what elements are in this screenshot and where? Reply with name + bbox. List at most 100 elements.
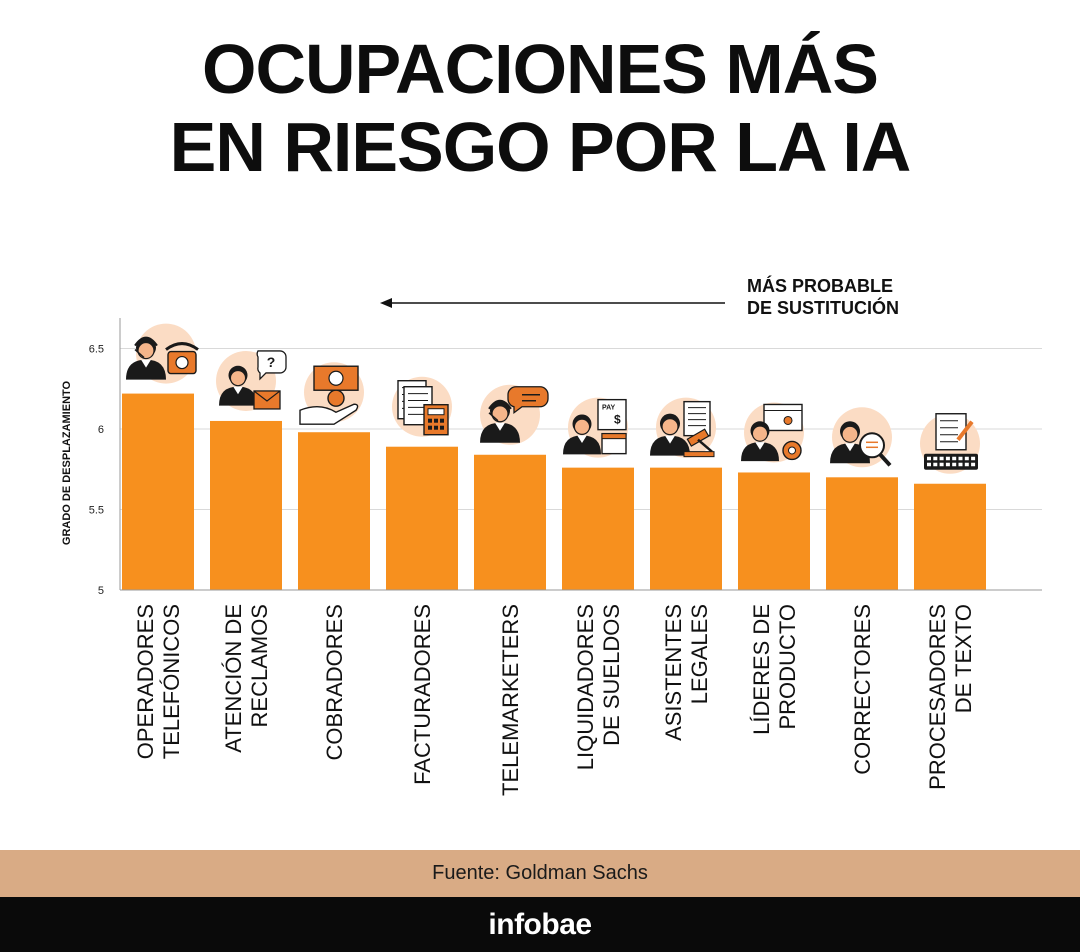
product-leader-gear-icon <box>741 402 804 463</box>
phone-handset <box>165 342 199 351</box>
calculator-key <box>428 418 432 423</box>
person-face <box>229 369 247 387</box>
person-collar <box>577 435 587 443</box>
person-body <box>219 386 257 406</box>
title-line-1: OCUPACIONES MÁS <box>202 30 879 108</box>
keyboard-key <box>952 456 957 461</box>
category-label: ASISTENTESLEGALES <box>661 604 712 741</box>
lawyer-gavel-icon <box>650 397 716 458</box>
calculator-key <box>440 418 444 423</box>
phone-dial <box>175 355 189 370</box>
bar <box>826 477 898 590</box>
keyboard-key <box>939 462 944 467</box>
open-hand <box>299 403 359 425</box>
bar <box>650 467 722 590</box>
pay-label: PAY <box>602 405 616 412</box>
headset-chat-icon <box>480 384 549 445</box>
bar <box>298 432 370 590</box>
headset-band <box>488 399 512 410</box>
pencil <box>956 420 974 441</box>
person-body <box>741 442 779 462</box>
headset-phone-icon <box>126 323 199 384</box>
invoice-calculator-icon <box>392 376 452 437</box>
keyboard-key <box>964 456 969 461</box>
person-face <box>491 405 509 423</box>
category-label: TELEMARKETERS <box>498 604 523 796</box>
keyboard-key <box>971 462 976 467</box>
category-label: LÍDERES DEPRODUCTO <box>749 604 800 735</box>
person-collar <box>755 442 765 450</box>
headset-mic <box>134 349 145 359</box>
person-collar <box>233 386 243 395</box>
person-face <box>137 341 155 360</box>
keyboard-key <box>958 462 963 467</box>
person-body <box>126 359 166 380</box>
category-label-line: CORRECTORES <box>850 604 875 775</box>
question-mark: ? <box>267 354 276 370</box>
keyboard-key <box>958 456 963 461</box>
category-label: OPERADORESTELEFÓNICOS <box>133 604 184 759</box>
direction-arrow-head <box>380 298 392 308</box>
annotation-text: DE SUSTITUCIÓN <box>747 297 899 318</box>
proofreader-magnifier-icon <box>830 407 892 468</box>
person-body <box>480 422 520 443</box>
annotation-text: MÁS PROBABLE <box>747 275 893 296</box>
category-label-line: ASISTENTES <box>661 604 686 741</box>
person-face <box>573 418 591 435</box>
category-label-line: OPERADORES <box>133 604 158 759</box>
magnifier-handle <box>878 452 892 467</box>
headset-band <box>134 336 158 347</box>
title-line-2: EN RIESGO POR LA IA <box>169 108 912 186</box>
category-label: PROCESADORESDE TEXTO <box>925 604 976 790</box>
document-keyboard-icon <box>920 413 980 474</box>
footer-bar: infobae <box>0 897 1080 952</box>
calculator-screen <box>427 408 445 416</box>
y-tick-label: 5.5 <box>89 505 104 517</box>
person-collar <box>665 435 675 444</box>
person-collar <box>495 422 505 431</box>
banknote-coin <box>328 370 344 386</box>
person-body <box>563 435 601 455</box>
y-tick-label: 6 <box>98 424 104 436</box>
person-collar <box>141 359 151 368</box>
category-label-line: ATENCIÓN DE <box>221 604 246 753</box>
bar-chart: 6.5 6 5.5 5 GRADO DE DESPLAZAMIENTO MÁS PROBA… <box>61 275 1042 796</box>
source-band: Fuente: Goldman Sachs <box>0 850 1080 897</box>
gavel-handle <box>697 438 713 453</box>
person-collar <box>845 443 855 452</box>
keyboard-key <box>939 456 944 461</box>
category-label-line: COBRADORES <box>322 604 347 760</box>
category-label-line: LIQUIDADORES <box>573 604 598 770</box>
category-label-line: DE TEXTO <box>951 604 976 713</box>
keyboard <box>924 453 978 470</box>
category-label: ATENCIÓN DERECLAMOS <box>221 604 272 753</box>
keyboard-key <box>964 462 969 467</box>
category-label-line: LÍDERES DE <box>749 604 774 735</box>
keyboard-key <box>927 462 931 467</box>
brand-logo: infobae <box>488 907 592 941</box>
person-face <box>841 425 859 443</box>
bar <box>914 483 986 590</box>
coin <box>327 389 345 407</box>
person-face <box>751 425 769 442</box>
pay-slip <box>597 398 627 431</box>
payroll-calendar-icon: PAY$ <box>563 397 628 458</box>
category-label-line: DE SUELDOS <box>599 604 624 746</box>
category-label-line: PROCESADORES <box>925 604 950 790</box>
category-label-line: RECLAMOS <box>247 604 272 727</box>
category-label-line: TELEFÓNICOS <box>159 604 184 759</box>
keyboard-key <box>945 456 950 461</box>
keyboard-key <box>945 462 950 467</box>
money-hand-icon <box>299 362 364 425</box>
keyboard-key <box>971 456 976 461</box>
y-tick-label: 5 <box>98 585 104 597</box>
browser-node <box>783 415 793 425</box>
category-label: CORRECTORES <box>850 604 875 775</box>
bar <box>386 446 458 590</box>
category-label-line: TELEMARKETERS <box>498 604 523 796</box>
bar <box>474 454 546 590</box>
calculator-key <box>428 425 432 430</box>
dollar-sign: $ <box>614 413 621 427</box>
bar <box>122 393 194 590</box>
y-axis-label: GRADO DE DESPLAZAMIENTO <box>61 380 73 545</box>
